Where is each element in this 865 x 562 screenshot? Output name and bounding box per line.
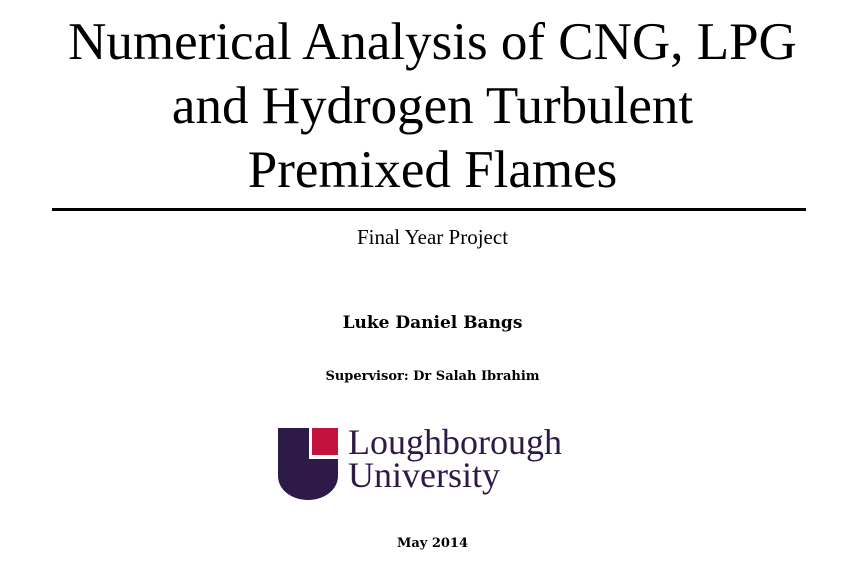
university-logo: Loughborough University (278, 422, 588, 502)
supervisor-line: Supervisor: Dr Salah Ibrahim (325, 369, 540, 384)
document-title: Numerical Analysis of CNG, LPG and Hydro… (0, 10, 865, 202)
document-date: May 2014 (396, 536, 469, 551)
university-name-line-1: Loughborough (348, 422, 562, 462)
title-line-3: Premixed Flames (247, 141, 618, 199)
university-name: Loughborough University (348, 422, 562, 495)
author-name: Luke Daniel Bangs (342, 313, 523, 333)
university-name-line-2: University (348, 455, 500, 495)
logo-square (312, 428, 338, 455)
subtitle: Final Year Project (356, 225, 509, 249)
university-shield-icon (278, 428, 338, 500)
logo-shield (278, 428, 338, 500)
title-line-1: Numerical Analysis of CNG, LPG (68, 13, 797, 71)
title-divider (52, 208, 806, 211)
title-line-2: and Hydrogen Turbulent (171, 77, 694, 135)
